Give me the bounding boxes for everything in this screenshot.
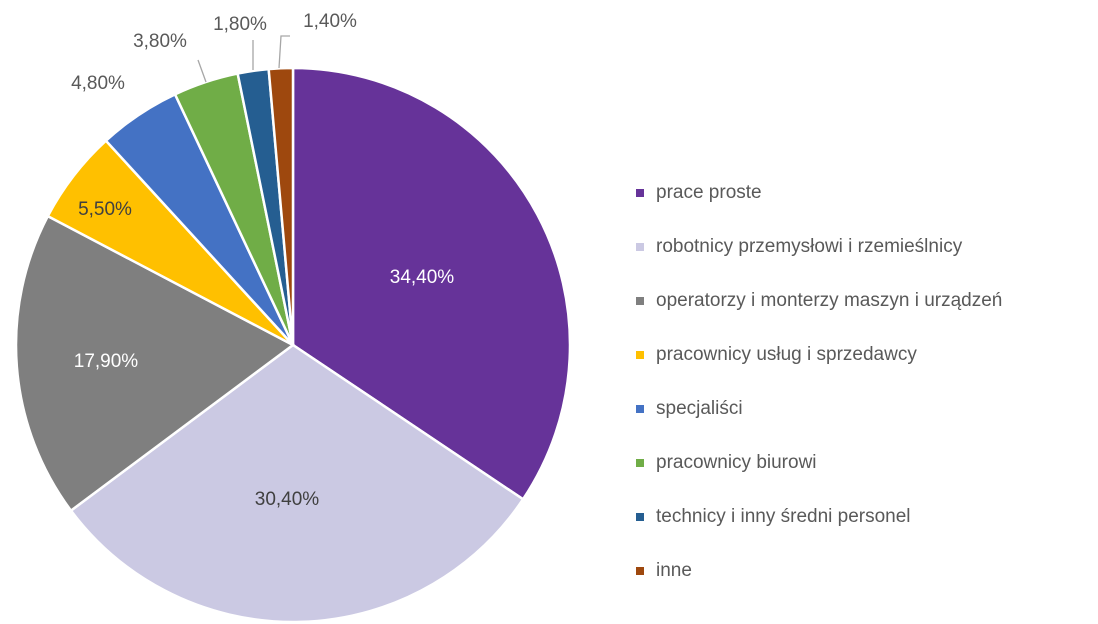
pie-slice xyxy=(14,214,296,513)
legend-swatch xyxy=(636,351,644,359)
legend-label: prace proste xyxy=(656,182,762,203)
data-label: 3,80% xyxy=(133,31,187,52)
data-label: 1,80% xyxy=(213,14,267,35)
data-label: 1,40% xyxy=(303,11,357,32)
legend-swatch xyxy=(636,459,644,467)
data-label: 34,40% xyxy=(390,267,455,288)
data-label: 30,40% xyxy=(255,489,320,510)
data-label: 17,90% xyxy=(74,351,139,372)
legend-swatch xyxy=(636,243,644,251)
legend-label: operatorzy i monterzy maszyn i urządzeń xyxy=(656,290,1002,311)
legend-swatch xyxy=(636,405,644,413)
legend-label: pracownicy biurowi xyxy=(656,452,817,473)
legend-label: inne xyxy=(656,560,692,581)
legend-label: pracownicy usług i sprzedawcy xyxy=(656,344,917,365)
leader-line xyxy=(278,35,290,69)
legend-swatch xyxy=(636,189,644,197)
legend-swatch xyxy=(636,567,644,575)
legend-label: robotnicy przemysłowi i rzemieślnicy xyxy=(656,236,963,257)
pie-slice xyxy=(291,66,572,501)
data-label: 5,50% xyxy=(78,199,132,220)
pie-slice xyxy=(267,66,295,346)
legend-swatch xyxy=(636,513,644,521)
data-label: 4,80% xyxy=(71,73,125,94)
leader-line xyxy=(197,59,207,83)
legend-label: technicy i inny średni personel xyxy=(656,506,911,527)
pie-slice xyxy=(69,343,525,624)
legend-label: specjaliści xyxy=(656,398,743,419)
legend-swatch xyxy=(636,297,644,305)
